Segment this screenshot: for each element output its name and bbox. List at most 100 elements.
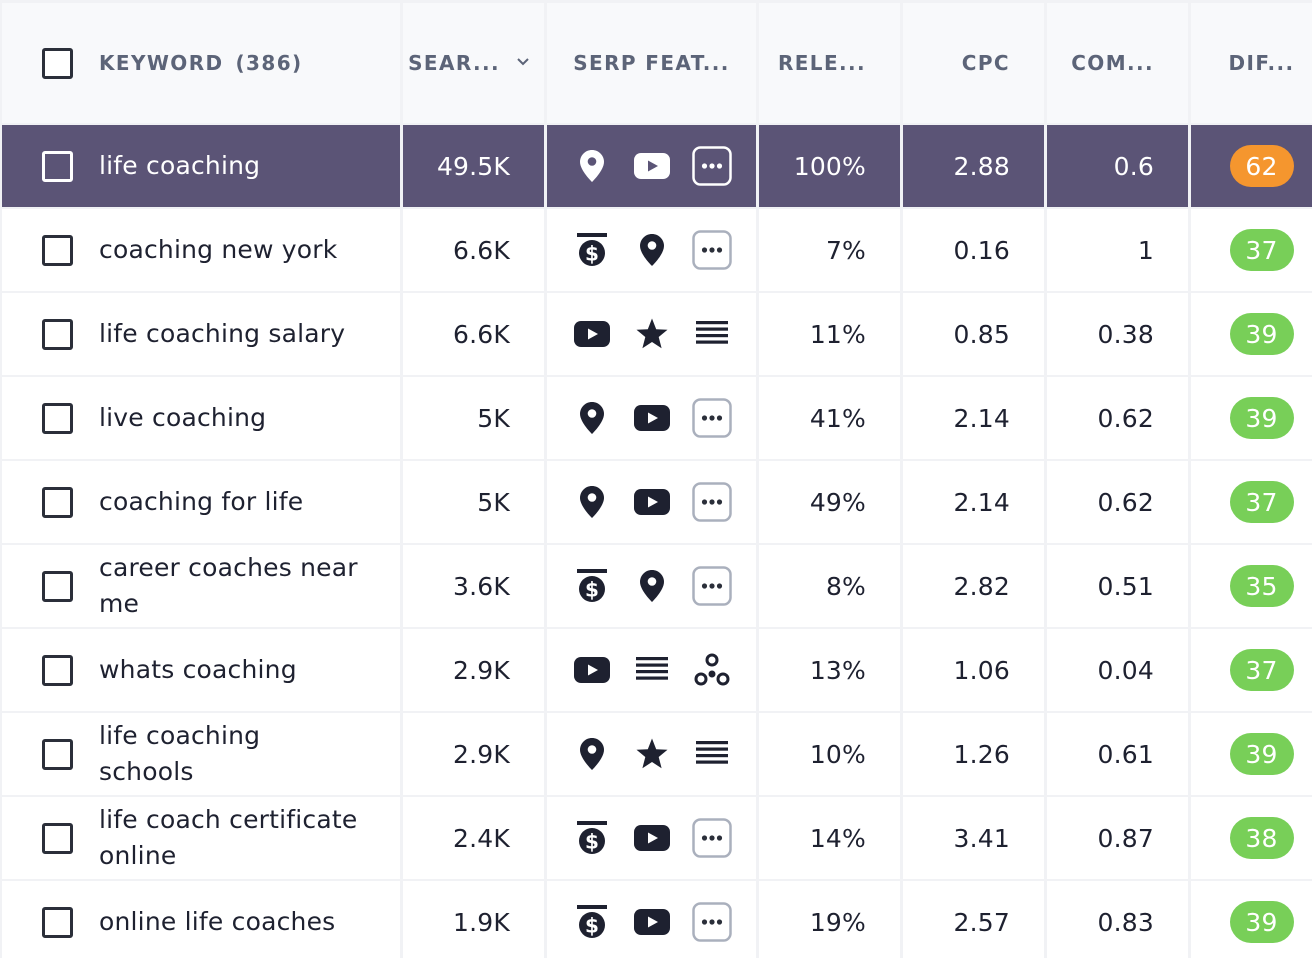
more-icon[interactable] (691, 566, 732, 606)
keyword-text[interactable]: coaching new york (99, 235, 338, 264)
relevance-value: 100% (793, 151, 866, 181)
cpc-value: 2.57 (953, 907, 1010, 937)
search-volume-value: 1.9K (453, 907, 510, 937)
keyword-text[interactable]: life coaching salary (99, 319, 346, 348)
header-search-volume[interactable]: SEAR... (403, 3, 544, 123)
search-volume-value: 5K (477, 487, 510, 517)
cpc-value: 3.41 (953, 823, 1010, 853)
row-checkbox[interactable] (42, 570, 73, 602)
list-icon (632, 650, 672, 690)
header-relevance[interactable]: RELE... (759, 3, 900, 123)
serp-features-cell: $ (547, 881, 756, 958)
select-all-checkbox[interactable] (42, 47, 73, 79)
list-icon (692, 314, 732, 354)
header-difficulty[interactable]: DIF... (1191, 3, 1312, 123)
list-icon (692, 734, 732, 774)
difficulty-cell: 39 (1191, 293, 1312, 375)
row-checkbox[interactable] (42, 402, 73, 434)
relevance-cell: 19% (759, 881, 900, 958)
competition-cell: 0.51 (1047, 545, 1188, 627)
difficulty-cell: 37 (1191, 209, 1312, 291)
relevance-cell: 8% (759, 545, 900, 627)
more-icon[interactable] (691, 230, 732, 270)
relevance-value: 19% (809, 907, 866, 937)
keyword-cell[interactable]: online life coaches (2, 881, 400, 958)
sort-chevron-down-icon[interactable] (516, 55, 530, 71)
youtube-icon (632, 902, 672, 942)
more-icon[interactable] (691, 818, 732, 858)
row-checkbox[interactable] (42, 822, 73, 854)
paid-ad-icon: $ (572, 818, 612, 858)
keyword-cell[interactable]: whats coaching (2, 629, 400, 711)
header-cpc-label: CPC (961, 51, 1010, 75)
header-cpc[interactable]: CPC (903, 3, 1044, 123)
header-relevance-label: RELE... (777, 51, 866, 75)
knowledge-graph-icon (692, 650, 732, 690)
search-volume-cell: 6.6K (403, 293, 544, 375)
row-checkbox[interactable] (42, 150, 73, 182)
keyword-text[interactable]: life coaching schools (99, 721, 261, 786)
serp-features-cell (547, 377, 756, 459)
competition-value: 1 (1137, 235, 1154, 265)
cpc-value: 2.88 (953, 151, 1010, 181)
star-icon (632, 314, 672, 354)
row-checkbox[interactable] (42, 486, 73, 518)
keyword-cell[interactable]: career coaches near me (2, 545, 400, 627)
header-serp-features[interactable]: SERP FEAT... (547, 3, 756, 123)
keyword-text[interactable]: live coaching (99, 403, 267, 432)
keyword-cell[interactable]: life coach certificate online (2, 797, 400, 879)
more-icon[interactable] (691, 398, 732, 438)
paid-ad-icon: $ (572, 566, 612, 606)
location-pin-icon (572, 398, 612, 438)
keyword-text[interactable]: life coach certificate online (99, 805, 358, 870)
keyword-text[interactable]: online life coaches (99, 907, 336, 936)
keyword-cell[interactable]: live coaching (2, 377, 400, 459)
cpc-value: 2.14 (953, 403, 1010, 433)
row-checkbox[interactable] (42, 906, 73, 938)
competition-value: 0.83 (1097, 907, 1154, 937)
row-checkbox[interactable] (42, 654, 73, 686)
difficulty-badge: 37 (1229, 229, 1294, 271)
relevance-cell: 10% (759, 713, 900, 795)
keyword-cell[interactable]: life coaching (2, 125, 400, 207)
serp-features-cell (547, 461, 756, 543)
keyword-cell[interactable]: life coaching schools (2, 713, 400, 795)
keyword-cell[interactable]: life coaching salary (2, 293, 400, 375)
location-pin-icon (572, 482, 612, 522)
competition-value: 0.04 (1097, 655, 1154, 685)
keyword-cell[interactable]: coaching new york (2, 209, 400, 291)
row-checkbox[interactable] (42, 234, 73, 266)
cpc-cell: 2.82 (903, 545, 1044, 627)
keyword-text[interactable]: life coaching (99, 151, 261, 180)
header-competition[interactable]: COM... (1047, 3, 1188, 123)
header-competition-label: COM... (1071, 51, 1154, 75)
search-volume-value: 2.4K (453, 823, 510, 853)
row-checkbox[interactable] (42, 738, 73, 770)
competition-value: 0.61 (1097, 739, 1154, 769)
keyword-cell[interactable]: coaching for life (2, 461, 400, 543)
relevance-value: 10% (809, 739, 866, 769)
relevance-value: 11% (809, 319, 866, 349)
more-icon[interactable] (691, 902, 732, 942)
svg-text:$: $ (584, 242, 598, 266)
relevance-cell: 14% (759, 797, 900, 879)
difficulty-cell: 38 (1191, 797, 1312, 879)
keyword-text[interactable]: coaching for life (99, 487, 304, 516)
search-volume-cell: 1.9K (403, 881, 544, 958)
row-checkbox[interactable] (42, 318, 73, 350)
cpc-cell: 2.57 (903, 881, 1044, 958)
header-keyword[interactable]: KEYWORD (386) (2, 3, 400, 123)
competition-value: 0.51 (1097, 571, 1154, 601)
difficulty-badge: 35 (1229, 565, 1294, 607)
competition-cell: 0.83 (1047, 881, 1188, 958)
search-volume-cell: 5K (403, 461, 544, 543)
competition-cell: 0.04 (1047, 629, 1188, 711)
relevance-cell: 13% (759, 629, 900, 711)
keyword-text[interactable]: career coaches near me (99, 553, 358, 618)
more-icon[interactable] (691, 482, 732, 522)
more-icon[interactable] (691, 146, 732, 186)
location-pin-icon (632, 566, 672, 606)
keyword-text[interactable]: whats coaching (99, 655, 297, 684)
difficulty-badge: 39 (1229, 901, 1294, 943)
header-difficulty-label: DIF... (1228, 51, 1295, 75)
